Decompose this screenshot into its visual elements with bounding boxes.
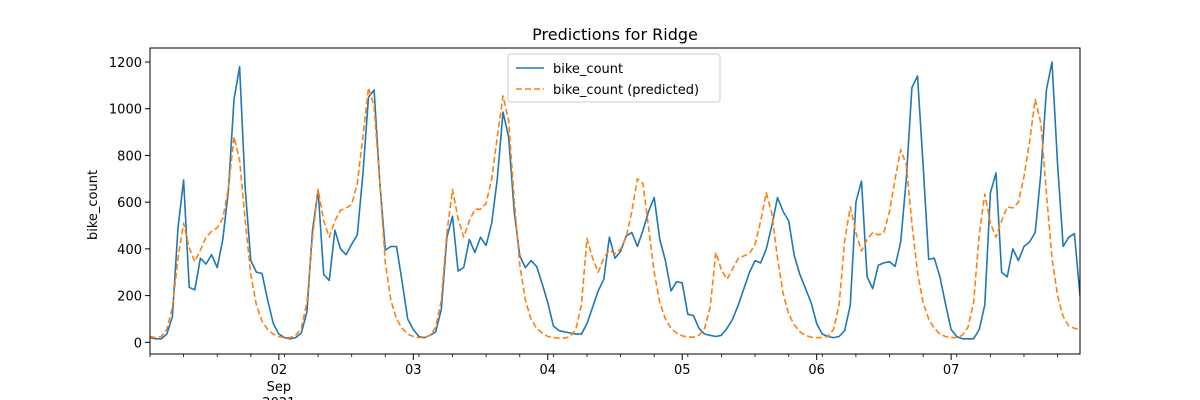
axes-frame [149,47,1081,355]
x-tick-sublabel-year: 2021 [262,396,295,400]
y-tick-label: 1200 [109,56,142,71]
chart-title: Predictions for Ridge [532,25,698,44]
x-tick-label: 05 [674,363,691,378]
series-line-1 [150,86,1080,339]
legend: bike_count bike_count (predicted) [507,53,721,103]
x-axis-ticks: 02 Sep2021 03 04 05 06 07 [149,354,1058,400]
x-tick-sublabel: Sep [267,380,292,395]
y-tick-label: 400 [117,243,142,258]
x-tick-label: 06 [808,363,825,378]
legend-label-1: bike_count (predicted) [553,83,699,98]
y-axis-label: bike_count [86,170,101,240]
y-tick-label: 200 [117,290,142,305]
y-axis-ticks: 0 200 400 600 800 1000 1200 [109,56,150,351]
series-layer [150,61,1080,340]
y-tick-label: 1000 [109,103,142,118]
x-tick-label: 02 [271,363,288,378]
x-tick-label: 04 [539,363,556,378]
y-tick-label: 0 [134,336,142,351]
x-tick-label: 07 [943,363,960,378]
x-tick-label: 03 [405,363,422,378]
y-tick-label: 800 [117,149,142,164]
legend-label-0: bike_count [553,62,623,77]
series-line-0 [150,61,1080,340]
y-tick-label: 600 [117,196,142,211]
legend-box [507,53,721,103]
